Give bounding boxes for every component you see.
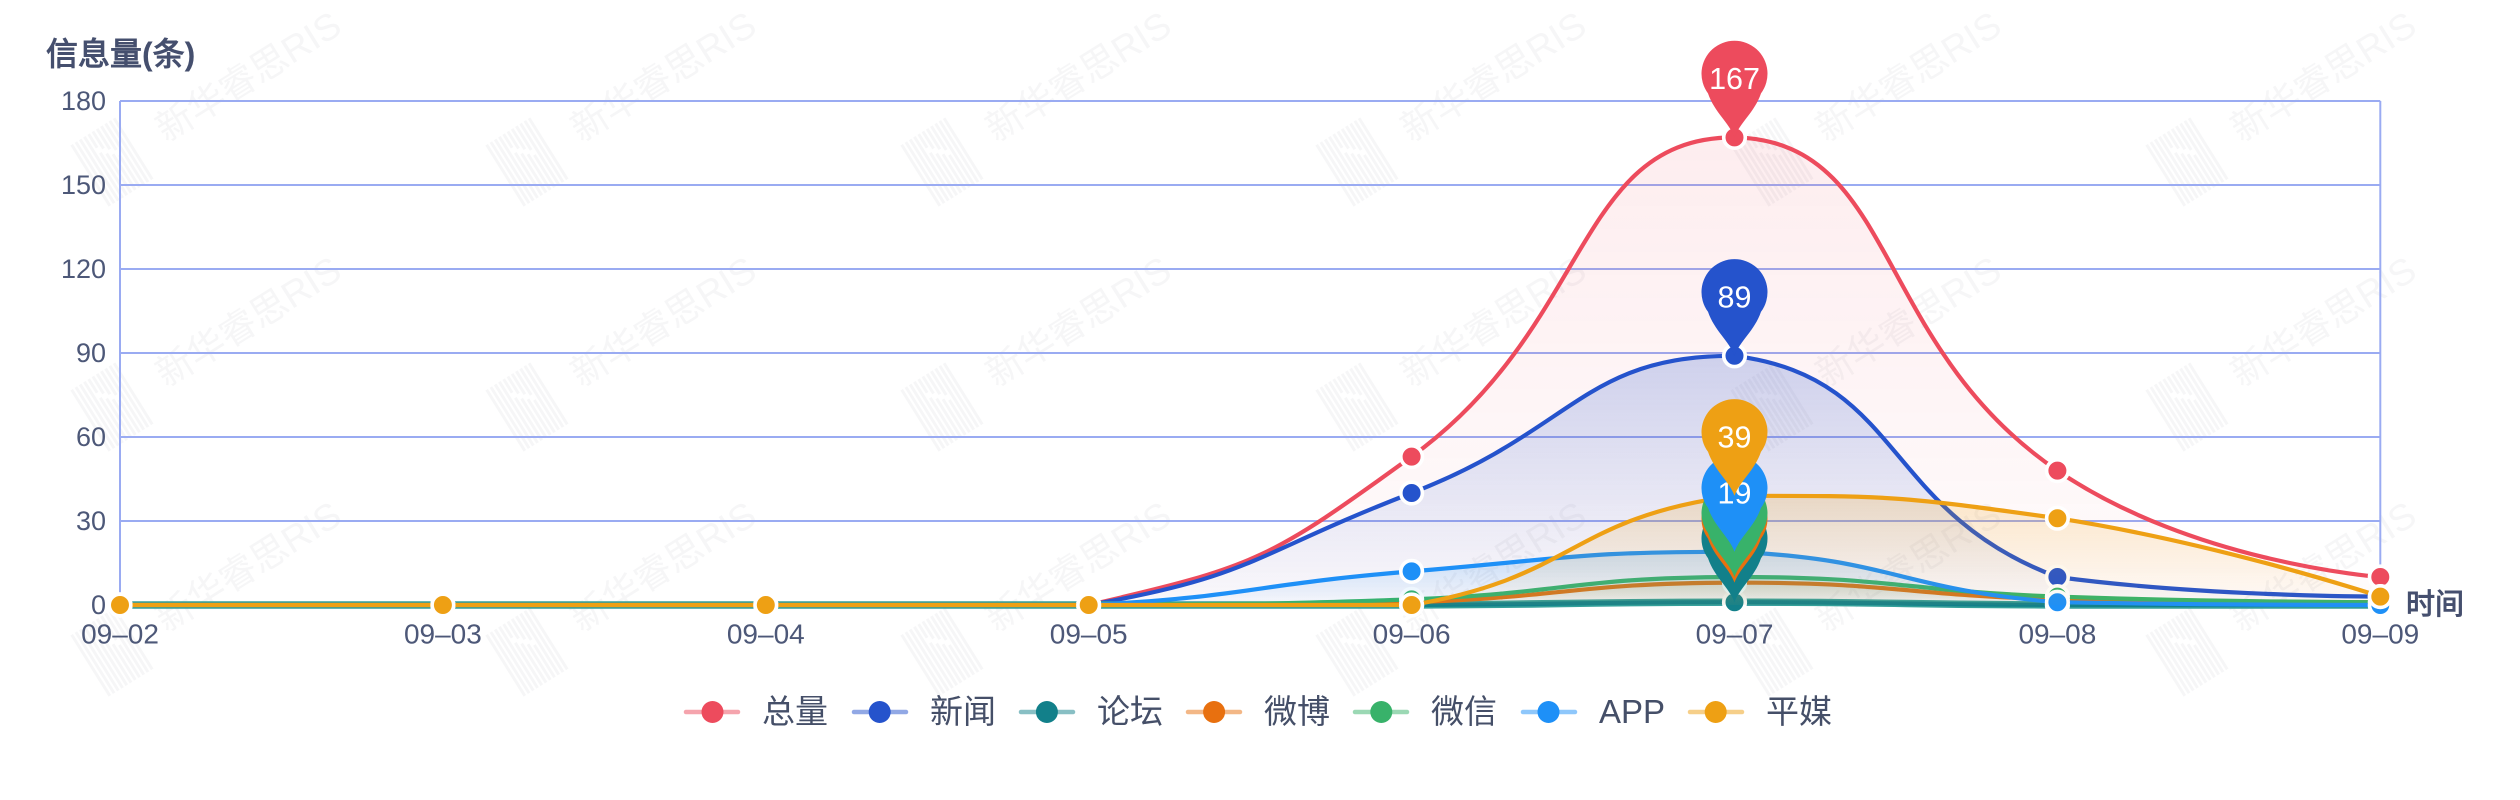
svg-text:180: 180	[61, 86, 106, 116]
svg-text:新华睿思RIS: 新华睿思RIS	[1809, 4, 2009, 150]
svg-text:39: 39	[1718, 420, 1752, 454]
svg-text:时间: 时间	[2406, 588, 2464, 621]
svg-text:09–04: 09–04	[727, 619, 805, 650]
svg-text:167: 167	[1709, 62, 1760, 96]
svg-text:0: 0	[91, 590, 106, 620]
svg-text:新华睿思RIS: 新华睿思RIS	[564, 249, 764, 395]
svg-text:新闻: 新闻	[930, 693, 996, 730]
svg-text:新华睿思RIS: 新华睿思RIS	[979, 249, 1179, 395]
svg-text:微信: 微信	[1431, 693, 1497, 730]
svg-text:微博: 微博	[1264, 693, 1330, 730]
svg-text:总量: 总量	[762, 693, 828, 730]
svg-text:09–03: 09–03	[404, 619, 482, 650]
svg-text:60: 60	[76, 422, 106, 452]
svg-text:新华睿思RIS: 新华睿思RIS	[149, 4, 349, 150]
svg-text:150: 150	[61, 170, 106, 200]
svg-text:新华睿思RIS: 新华睿思RIS	[1394, 4, 1594, 150]
svg-text:新华睿思RIS: 新华睿思RIS	[149, 494, 349, 640]
svg-text:新华睿思RIS: 新华睿思RIS	[2224, 4, 2424, 150]
svg-text:09–09: 09–09	[2341, 619, 2419, 650]
svg-text:论坛: 论坛	[1097, 693, 1163, 730]
svg-text:89: 89	[1718, 280, 1752, 314]
svg-text:09–05: 09–05	[1050, 619, 1128, 650]
svg-text:09–07: 09–07	[1696, 619, 1774, 650]
svg-text:09–02: 09–02	[81, 619, 159, 650]
svg-text:90: 90	[76, 338, 106, 368]
svg-text:30: 30	[76, 506, 106, 536]
svg-text:平媒: 平媒	[1766, 693, 1832, 730]
svg-text:09–08: 09–08	[2018, 619, 2096, 650]
svg-text:新华睿思RIS: 新华睿思RIS	[564, 4, 764, 150]
svg-text:信息量(条): 信息量(条)	[46, 36, 195, 72]
svg-text:APP: APP	[1599, 693, 1665, 730]
svg-text:09–06: 09–06	[1373, 619, 1451, 650]
svg-text:新华睿思RIS: 新华睿思RIS	[149, 249, 349, 395]
svg-text:新华睿思RIS: 新华睿思RIS	[979, 4, 1179, 150]
svg-text:新华睿思RIS: 新华睿思RIS	[2224, 249, 2424, 395]
svg-text:120: 120	[61, 254, 106, 284]
